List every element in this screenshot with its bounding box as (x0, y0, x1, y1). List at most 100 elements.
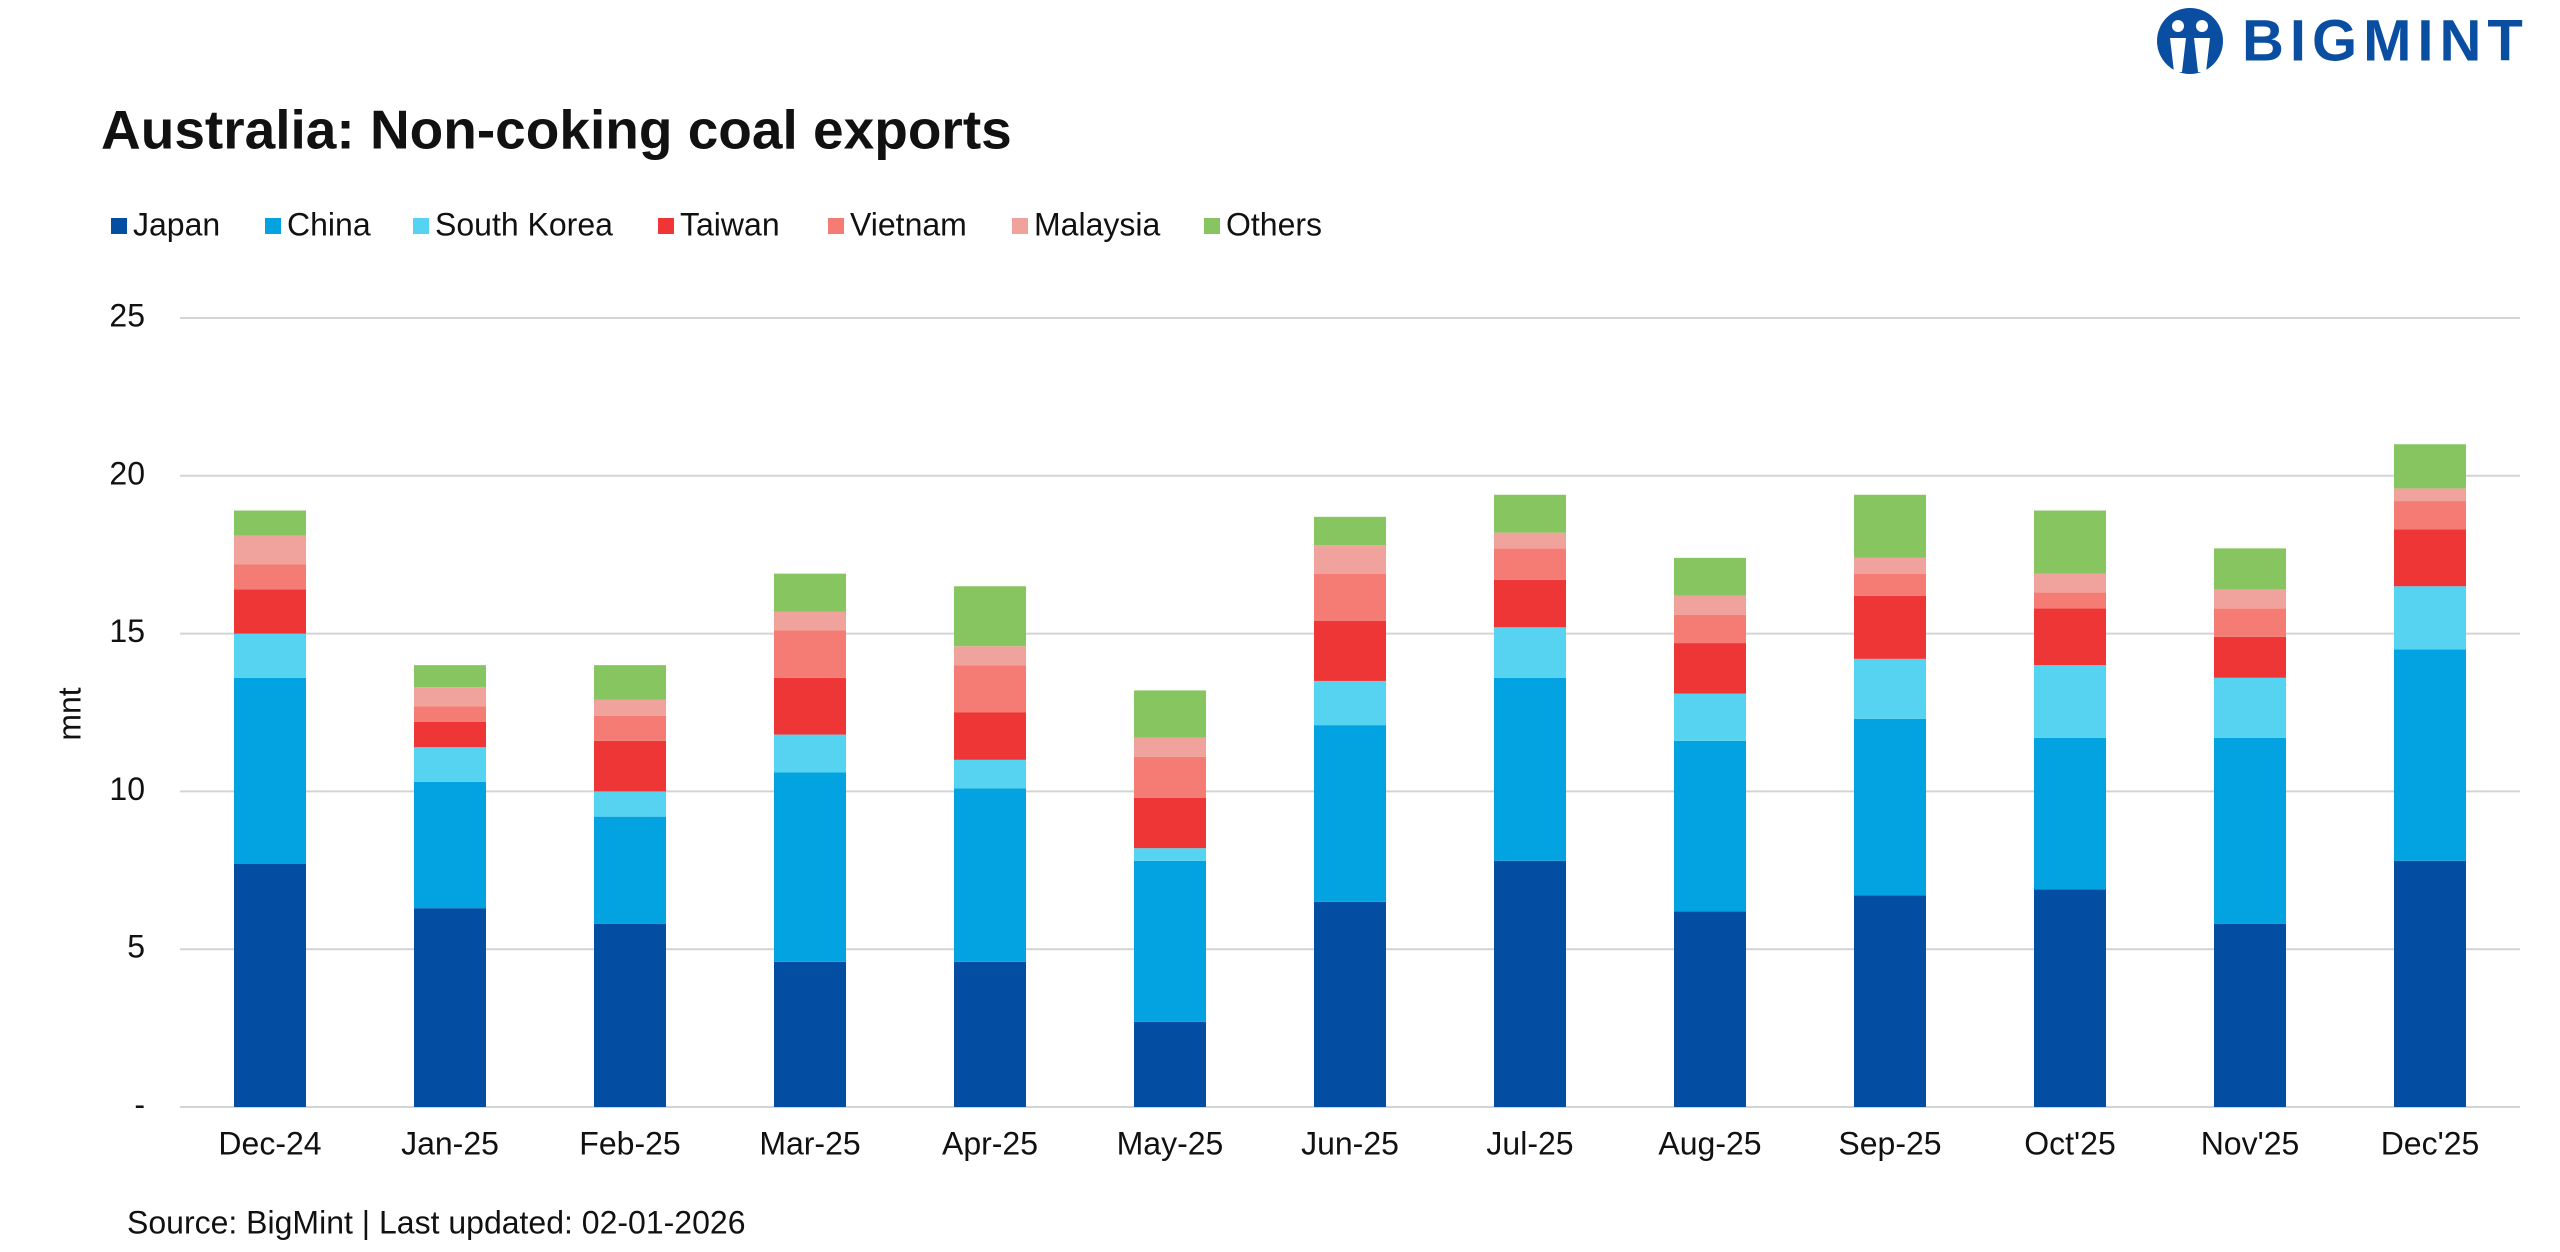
bar-segment (594, 740, 666, 792)
bar-segment (1494, 532, 1566, 549)
bar-segment (2214, 589, 2286, 609)
bar-segment (1314, 901, 1386, 1107)
y-tick-label: 15 (109, 613, 145, 649)
bar-segment (594, 791, 666, 817)
bar-segment (594, 699, 666, 716)
bar-segment (954, 646, 1026, 666)
bar-segment (414, 908, 486, 1107)
bar-segment (2034, 608, 2106, 666)
x-tick-label: Apr-25 (942, 1125, 1038, 1161)
bar-segment (2214, 737, 2286, 924)
logo-text: BIGMINT (2242, 8, 2529, 73)
bar-segment (1854, 595, 1926, 659)
x-tick-label: Feb-25 (579, 1125, 680, 1161)
legend-label: Japan (133, 206, 220, 242)
bar-segment (234, 564, 306, 590)
bar-segment (414, 687, 486, 707)
bar-segment (1494, 627, 1566, 678)
y-tick-label: 20 (109, 455, 145, 491)
y-tick-label: 10 (109, 771, 145, 807)
bar-segment (1134, 690, 1206, 738)
bar-segment (774, 573, 846, 612)
bar-segment (2034, 573, 2106, 593)
bar-segment (234, 677, 306, 864)
bar-segment (1134, 1021, 1206, 1107)
bar-segment (2034, 510, 2106, 574)
bar-segment (414, 781, 486, 909)
bar-segment (1494, 677, 1566, 861)
bar-segment (1854, 658, 1926, 719)
legend-label: South Korea (435, 206, 613, 242)
bar-segment (1854, 573, 1926, 596)
bar-segment (2394, 586, 2466, 650)
bar-segment (774, 677, 846, 735)
source-note: Source: BigMint | Last updated: 02-01-20… (127, 1204, 745, 1240)
legend-label: Vietnam (850, 206, 967, 242)
bar-segment (1674, 693, 1746, 741)
legend-marker (111, 218, 127, 234)
bar-segment (1134, 848, 1206, 861)
bar-segment (1134, 756, 1206, 798)
logo-icon-dot (2196, 20, 2208, 32)
x-tick-label: Dec'25 (2381, 1125, 2480, 1161)
bar-segment (1494, 579, 1566, 628)
bar-segment (2394, 649, 2466, 861)
chart-title: Australia: Non-coking coal exports (101, 99, 1012, 161)
bar-segment (774, 630, 846, 678)
bar-segment (1134, 860, 1206, 1022)
bar-segment (2394, 488, 2466, 502)
bar-segment (954, 586, 1026, 647)
bar-segment (774, 611, 846, 631)
bar-segment (2214, 636, 2286, 678)
bar-segment (774, 961, 846, 1107)
bar-segment (1674, 740, 1746, 912)
bar-segment (2214, 608, 2286, 637)
bar-segment (2394, 860, 2466, 1107)
logo-icon-dot (2172, 20, 2184, 32)
legend-marker (413, 218, 429, 234)
x-tick-label: Aug-25 (1658, 1125, 1761, 1161)
bar-segment (1854, 718, 1926, 896)
legend-label: China (287, 206, 371, 242)
legend-marker (1012, 218, 1028, 234)
bar-segment (414, 665, 486, 688)
x-tick-label: Dec-24 (218, 1125, 321, 1161)
bar-segment (1854, 557, 1926, 574)
bar-segment (2394, 444, 2466, 489)
bar-segment (594, 665, 666, 700)
y-tick-label: 5 (127, 929, 145, 965)
bar-segment (1674, 557, 1746, 596)
bar-segment (1854, 494, 1926, 558)
legend-label: Malaysia (1034, 206, 1160, 242)
bar-segment (2214, 923, 2286, 1107)
bar-segment (234, 510, 306, 536)
bar-segment (1674, 595, 1746, 615)
bar-segment (774, 734, 846, 773)
x-tick-label: Oct'25 (2024, 1125, 2115, 1161)
logo-icon-figure (2170, 38, 2210, 72)
bar-segment (2034, 889, 2106, 1107)
y-axis-label: mnt (51, 687, 87, 740)
bar-segment (414, 721, 486, 748)
legend-marker (265, 218, 281, 234)
bar-segment (234, 589, 306, 634)
bar-segment (1314, 620, 1386, 681)
bar-segment (594, 816, 666, 924)
bar-segment (1314, 545, 1386, 574)
bar-segment (954, 712, 1026, 760)
bar-segment (1314, 516, 1386, 546)
x-tick-label: Jun-25 (1301, 1125, 1399, 1161)
bar-segment (2214, 677, 2286, 738)
bar-segment (2034, 737, 2106, 890)
bar-segment (774, 772, 846, 962)
bar-segment (2394, 529, 2466, 587)
bar-segment (414, 747, 486, 782)
bar-segment (954, 788, 1026, 962)
bar-segment (234, 633, 306, 678)
legend-label: Others (1226, 206, 1322, 242)
bar-segment (1674, 643, 1746, 694)
x-tick-label: Sep-25 (1838, 1125, 1941, 1161)
bar-segment (1494, 548, 1566, 580)
bar-segment (594, 715, 666, 741)
